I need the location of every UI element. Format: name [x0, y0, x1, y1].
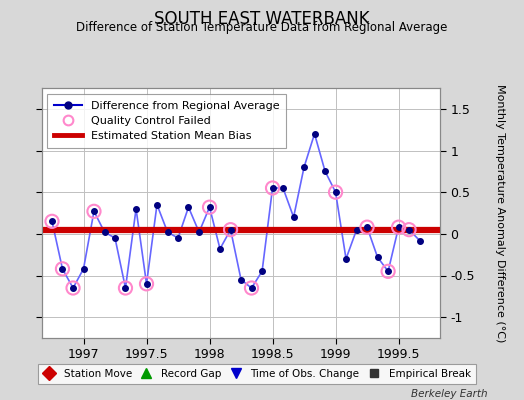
- Point: [174, 235, 182, 241]
- Point: [395, 224, 403, 230]
- Point: [111, 235, 119, 241]
- Point: [289, 214, 298, 220]
- Point: [237, 276, 245, 283]
- Point: [101, 229, 109, 235]
- Point: [363, 224, 372, 230]
- Point: [342, 256, 350, 262]
- Point: [300, 164, 308, 170]
- Point: [184, 204, 193, 210]
- Point: [58, 266, 67, 272]
- Point: [268, 185, 277, 191]
- Point: [331, 189, 340, 195]
- Point: [216, 246, 224, 252]
- Point: [79, 266, 88, 272]
- Point: [416, 237, 424, 244]
- Point: [331, 189, 340, 195]
- Point: [90, 208, 98, 214]
- Y-axis label: Monthly Temperature Anomaly Difference (°C): Monthly Temperature Anomaly Difference (…: [495, 84, 505, 342]
- Point: [258, 268, 266, 274]
- Point: [310, 131, 319, 137]
- Point: [48, 218, 56, 224]
- Point: [48, 218, 56, 224]
- Point: [226, 226, 235, 233]
- Point: [69, 285, 77, 291]
- Text: Difference of Station Temperature Data from Regional Average: Difference of Station Temperature Data f…: [77, 21, 447, 34]
- Point: [395, 224, 403, 230]
- Point: [363, 224, 372, 230]
- Point: [384, 268, 392, 274]
- Point: [163, 229, 172, 235]
- Point: [405, 226, 413, 233]
- Legend: Station Move, Record Gap, Time of Obs. Change, Empirical Break: Station Move, Record Gap, Time of Obs. C…: [38, 364, 476, 384]
- Point: [205, 204, 214, 210]
- Point: [353, 226, 361, 233]
- Point: [205, 204, 214, 210]
- Point: [121, 285, 129, 291]
- Point: [384, 268, 392, 274]
- Text: SOUTH EAST WATERBANK: SOUTH EAST WATERBANK: [154, 10, 370, 28]
- Point: [279, 185, 287, 191]
- Point: [153, 202, 161, 208]
- Point: [132, 206, 140, 212]
- Point: [226, 226, 235, 233]
- Point: [247, 285, 256, 291]
- Point: [247, 285, 256, 291]
- Text: Berkeley Earth: Berkeley Earth: [411, 389, 487, 399]
- Point: [90, 208, 98, 214]
- Point: [373, 254, 381, 260]
- Point: [143, 281, 151, 287]
- Point: [58, 266, 67, 272]
- Point: [121, 285, 129, 291]
- Point: [405, 226, 413, 233]
- Point: [143, 281, 151, 287]
- Legend: Difference from Regional Average, Quality Control Failed, Estimated Station Mean: Difference from Regional Average, Qualit…: [48, 94, 286, 148]
- Point: [321, 168, 329, 174]
- Point: [268, 185, 277, 191]
- Point: [195, 229, 203, 235]
- Point: [69, 285, 77, 291]
